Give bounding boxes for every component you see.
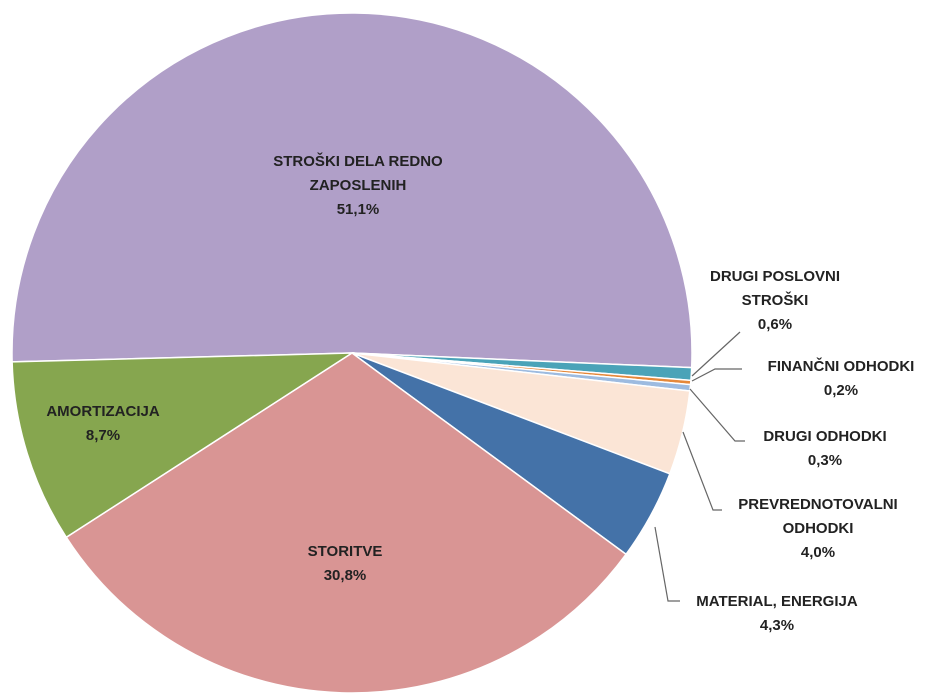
category-name: AMORTIZACIJA	[46, 403, 160, 420]
leader-line	[689, 388, 745, 442]
slice-label: STORITVE 30,8%	[265, 540, 425, 588]
value-label: 0,6%	[757, 316, 793, 333]
pie-slice	[11, 352, 355, 539]
slice-label: STROŠKI DELA REDNO ZAPOSLENIH 51,1%	[228, 150, 488, 222]
value-label: 8,7%	[85, 427, 121, 444]
value-label: 0,3%	[807, 452, 843, 469]
leader-line	[691, 368, 742, 382]
slice-label: MATERIAL, ENERGIJA 4,3%	[672, 590, 882, 638]
category-name: FINANČNI ODHODKI	[767, 358, 915, 375]
category-name: STORITVE	[307, 543, 383, 560]
slice-label: AMORTIZACIJA 8,7%	[18, 400, 188, 448]
leader-line	[654, 526, 680, 602]
category-name: DRUGI POSLOVNI STROŠKI	[709, 268, 840, 309]
value-label: 30,8%	[323, 567, 367, 584]
category-name: MATERIAL, ENERGIJA	[696, 593, 858, 610]
category-name: STROŠKI DELA REDNO ZAPOSLENIH	[273, 153, 443, 194]
value-label: 0,2%	[823, 382, 859, 399]
value-label: 51,1%	[336, 201, 380, 218]
category-name: DRUGI ODHODKI	[763, 428, 887, 445]
value-label: 4,0%	[800, 544, 836, 561]
category-name: PREVREDNOTOVALNI ODHODKI	[738, 496, 898, 537]
leader-line	[691, 331, 741, 377]
slice-label: DRUGI ODHODKI 0,3%	[740, 425, 910, 473]
slice-label: DRUGI POSLOVNI STROŠKI 0,6%	[680, 265, 870, 337]
value-label: 4,3%	[759, 617, 795, 634]
slice-label: FINANČNI ODHODKI 0,2%	[741, 355, 935, 403]
pie-slice	[11, 12, 693, 369]
leader-line	[682, 431, 722, 511]
slice-label: PREVREDNOTOVALNI ODHODKI 4,0%	[713, 493, 923, 565]
